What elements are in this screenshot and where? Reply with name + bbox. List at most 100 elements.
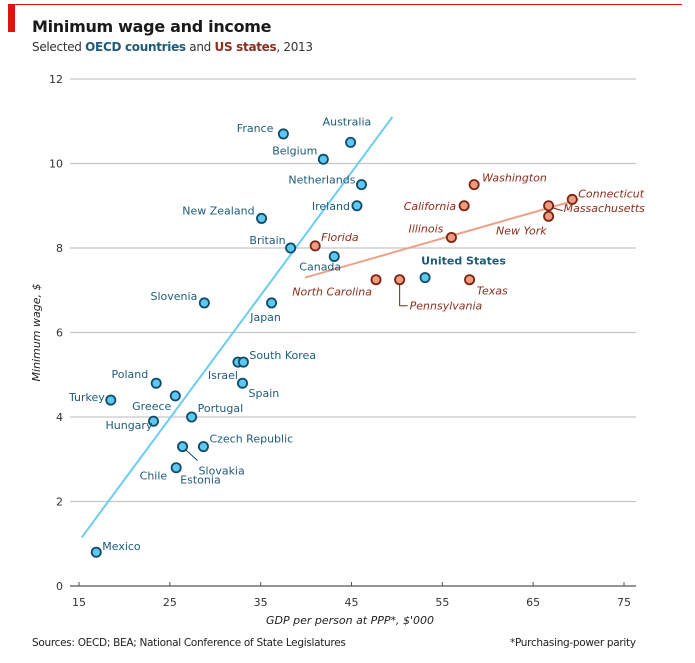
point-florida bbox=[309, 240, 321, 252]
point-netherlands bbox=[355, 179, 367, 191]
point-labels: France Australia Belgium Netherlands Ireland… bbox=[68, 115, 645, 553]
point-hungary bbox=[147, 415, 159, 427]
y-tick-label-2: 2 bbox=[56, 496, 63, 509]
point-connecticut bbox=[566, 193, 578, 205]
point-poland bbox=[150, 377, 162, 389]
label-new-york: New York bbox=[496, 224, 547, 237]
label-estonia: Estonia bbox=[180, 474, 221, 487]
label-france: France bbox=[237, 122, 274, 135]
point-north-carolina bbox=[370, 274, 382, 286]
y-tick-label-6: 6 bbox=[56, 327, 63, 340]
label-leader-lines bbox=[185, 207, 563, 461]
x-tick-label-55: 55 bbox=[435, 596, 449, 609]
label-united-states: United States bbox=[421, 255, 506, 268]
label-netherlands: Netherlands bbox=[288, 174, 355, 187]
label-california: California bbox=[404, 200, 457, 213]
label-portugal: Portugal bbox=[198, 402, 244, 415]
y-tick-label-8: 8 bbox=[56, 242, 63, 255]
point-spain bbox=[236, 377, 248, 389]
trend-lines bbox=[80, 116, 579, 539]
leader-massachusetts bbox=[552, 207, 563, 212]
point-australia bbox=[345, 136, 357, 148]
point-new-york bbox=[543, 210, 555, 222]
label-new-zealand: New Zealand bbox=[182, 204, 254, 217]
point-portugal bbox=[186, 411, 198, 423]
y-axis-ticks: 0 2 4 6 8 10 12 bbox=[49, 73, 63, 593]
x-tick-label-75: 75 bbox=[617, 596, 631, 609]
subtitle-us-label: US states bbox=[214, 40, 277, 54]
point-slovakia bbox=[177, 441, 189, 453]
point-japan bbox=[266, 297, 278, 309]
footnote: *Purchasing-power parity bbox=[510, 637, 636, 649]
x-axis-title: GDP per person at PPP*, $'000 bbox=[266, 614, 434, 627]
label-ireland: Ireland bbox=[312, 200, 350, 213]
label-massachusetts: Massachusetts bbox=[564, 202, 646, 215]
point-chile bbox=[170, 462, 182, 474]
label-florida: Florida bbox=[321, 231, 359, 244]
point-slovenia bbox=[198, 297, 210, 309]
label-czech-republic: Czech Republic bbox=[209, 433, 293, 446]
x-tick-label-35: 35 bbox=[254, 596, 268, 609]
point-mexico bbox=[90, 546, 102, 558]
y-tick-label-4: 4 bbox=[56, 411, 63, 424]
header-rule bbox=[8, 4, 682, 5]
y-tick-label-0: 0 bbox=[56, 580, 63, 593]
gridlines bbox=[70, 78, 636, 503]
point-france bbox=[277, 128, 289, 140]
x-tick-label-25: 25 bbox=[163, 596, 177, 609]
x-tick-label-65: 65 bbox=[526, 596, 540, 609]
point-new-zealand bbox=[256, 212, 268, 224]
subtitle-prefix: Selected bbox=[32, 40, 86, 54]
x-tick-label-15: 15 bbox=[72, 596, 86, 609]
label-britain: Britain bbox=[249, 234, 285, 247]
label-spain: Spain bbox=[249, 387, 280, 400]
label-canada: Canada bbox=[299, 260, 341, 273]
label-chile: Chile bbox=[140, 470, 168, 483]
leader-pennsylvania bbox=[399, 284, 408, 307]
label-australia: Australia bbox=[323, 115, 372, 128]
label-pennsylvania: Pennsylvania bbox=[410, 300, 483, 313]
subtitle-oecd-label: OECD countries bbox=[85, 40, 186, 54]
point-texas bbox=[464, 274, 476, 286]
label-turkey: Turkey bbox=[68, 391, 105, 404]
point-united-states bbox=[419, 272, 431, 284]
point-turkey bbox=[105, 394, 117, 406]
x-axis: 15 25 35 45 55 65 75 bbox=[70, 582, 636, 609]
y-tick-label-12: 12 bbox=[49, 73, 63, 86]
point-massachusetts bbox=[543, 200, 555, 212]
point-ireland bbox=[351, 200, 363, 212]
point-south-korea bbox=[237, 356, 249, 368]
sources-note: Sources: OECD; BEA; National Conference … bbox=[32, 637, 346, 649]
leader-slovakia bbox=[185, 449, 198, 461]
label-washington: Washington bbox=[482, 172, 547, 185]
point-canada bbox=[328, 250, 340, 262]
subtitle-suffix: , 2013 bbox=[276, 40, 313, 54]
label-north-carolina: North Carolina bbox=[292, 286, 372, 299]
label-connecticut: Connecticut bbox=[578, 187, 645, 200]
point-washington bbox=[468, 179, 480, 191]
y-axis-title: Minimum wage, $ bbox=[30, 284, 43, 382]
label-texas: Texas bbox=[477, 285, 508, 298]
chart-title: Minimum wage and income bbox=[32, 17, 272, 36]
label-hungary: Hungary bbox=[105, 419, 152, 432]
subtitle-middle: and bbox=[185, 40, 215, 54]
label-japan: Japan bbox=[249, 311, 281, 324]
label-illinois: Illinois bbox=[409, 222, 444, 235]
label-slovakia: Slovakia bbox=[199, 465, 245, 478]
point-czech-republic bbox=[197, 441, 209, 453]
chart-subtitle: Selected OECD countries and US states, 2… bbox=[32, 40, 313, 54]
x-tick-label-45: 45 bbox=[345, 596, 359, 609]
label-belgium: Belgium bbox=[272, 144, 317, 157]
point-belgium bbox=[317, 153, 329, 165]
label-israel: Israel bbox=[208, 369, 238, 382]
y-tick-label-10: 10 bbox=[49, 158, 63, 171]
data-points bbox=[90, 128, 578, 558]
point-britain bbox=[285, 242, 297, 254]
label-greece: Greece bbox=[132, 400, 171, 413]
label-south-korea: South Korea bbox=[249, 349, 316, 362]
us-trend-line bbox=[304, 198, 579, 279]
label-mexico: Mexico bbox=[102, 540, 141, 553]
point-california bbox=[458, 200, 470, 212]
brand-accent-bar bbox=[8, 4, 15, 32]
